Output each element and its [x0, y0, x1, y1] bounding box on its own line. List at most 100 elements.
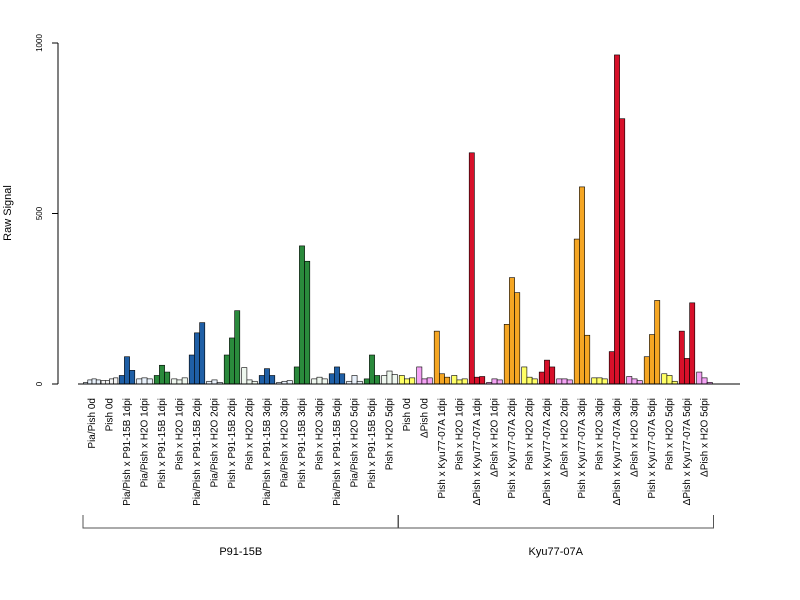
bar: [293, 366, 300, 385]
bar: [188, 354, 195, 385]
bar: [591, 377, 598, 385]
bar: [328, 373, 335, 385]
bar: [153, 375, 160, 385]
x-tick-label: Pish x H2O 5dpi: [385, 398, 396, 470]
bar: [334, 366, 340, 385]
x-tick-label: Pia/Pish 0d: [87, 398, 98, 449]
bar: [269, 375, 276, 385]
bar: [404, 378, 410, 385]
x-tick-label: ΔPish x Kyu77-07A 3dpi: [612, 398, 623, 505]
bar: [474, 376, 480, 385]
bar: [113, 377, 119, 385]
bar: [316, 376, 323, 385]
bar: [636, 380, 643, 385]
bar: [451, 375, 458, 385]
x-tick-label: Pish x P91-15B 2dpi: [227, 398, 238, 489]
bar: [521, 366, 528, 385]
bar: [398, 375, 405, 385]
bar: [619, 118, 626, 385]
bar: [601, 378, 608, 385]
bar: [311, 378, 318, 385]
bar: [596, 377, 603, 385]
bar: [246, 379, 253, 385]
x-tick-label: Pish x Kyu77-07A 1dpi: [437, 398, 448, 499]
bar: [171, 378, 178, 385]
bar: [689, 302, 696, 385]
bar: [421, 378, 428, 385]
bar: [321, 378, 328, 385]
bar: [631, 378, 638, 385]
x-tick-label: Pish x Kyu77-07A 5dpi: [647, 398, 658, 499]
x-tick-label: Pia/Pish x P91-15B 3dpi: [262, 398, 273, 506]
bar: [304, 260, 311, 385]
bar: [258, 375, 265, 385]
x-tick-label: Pish x P91-15B 5dpi: [367, 398, 378, 489]
bar: [374, 375, 381, 385]
bar: [584, 334, 591, 385]
bar: [433, 330, 440, 385]
x-tick-label: Pish x Kyu77-07A 3dpi: [577, 398, 588, 499]
bar: [95, 379, 101, 385]
x-tick-label: ΔPish x Kyu77-07A 5dpi: [682, 398, 693, 505]
bars-layer: [83, 54, 713, 385]
x-tick-label: Pia/Pish x H2O 1dpi: [140, 398, 151, 488]
bar: [526, 376, 533, 385]
bar: [241, 367, 248, 385]
x-tick-label: Pish x H2O 5dpi: [665, 398, 676, 470]
bar: [146, 378, 153, 385]
bar: [544, 359, 550, 385]
x-tick-label: Pish x H2O 3dpi: [315, 398, 326, 470]
bar: [124, 356, 130, 385]
y-tick-label: 1000: [35, 34, 44, 52]
bar: [509, 277, 515, 385]
bar: [164, 371, 171, 385]
bar: [409, 377, 416, 385]
bar: [351, 375, 358, 385]
x-tick-label: Pish 0d: [402, 398, 413, 431]
x-tick-label: ΔPish x H2O 2dpi: [560, 398, 571, 477]
bar: [141, 377, 148, 385]
y-tick-label: 500: [35, 206, 44, 220]
bar: [211, 379, 218, 385]
bar: [426, 377, 433, 385]
bar: [479, 376, 486, 385]
x-tick-labels: Pia/Pish 0d Pish 0d Pia/Pish x P91-15B 1dp…: [87, 398, 711, 506]
bar: [91, 378, 97, 385]
group-brackets: P91-15B Kyu77-07A: [82, 515, 714, 558]
x-tick-label: Pia/Pish x H2O 2dpi: [210, 398, 221, 488]
bar: [649, 334, 655, 385]
x-tick-label: Pish x P91-15B 1dpi: [157, 398, 168, 489]
bar: [416, 366, 423, 385]
bar: [129, 370, 136, 385]
bar: [176, 379, 183, 385]
x-tick-label: Pish x H2O 2dpi: [245, 398, 256, 470]
bar: [339, 373, 346, 385]
group-label: Kyu77-07A: [529, 546, 584, 558]
x-tick-label: Pish x P91-15B 3dpi: [297, 398, 308, 489]
bar: [556, 378, 563, 385]
bar: [391, 374, 398, 385]
bar: [468, 152, 475, 385]
x-tick-label: Pia/Pish x H2O 3dpi: [280, 398, 291, 488]
bar: [100, 380, 106, 385]
bar: [264, 368, 270, 385]
bar: [234, 310, 241, 385]
bar: [579, 186, 585, 385]
group-label: P91-15B: [219, 546, 262, 558]
bar: [444, 376, 451, 385]
bar: [299, 245, 305, 385]
bar: [461, 378, 468, 385]
x-tick-label: ΔPish x H2O 1dpi: [490, 398, 501, 477]
y-axis: 0 500 1000: [35, 34, 59, 386]
x-tick-label: Pish 0d: [105, 398, 116, 431]
bar: [136, 378, 143, 385]
bar: [496, 379, 503, 385]
x-tick-label: Pia/Pish x H2O 5dpi: [350, 398, 361, 488]
bar: [118, 375, 125, 385]
bar: [696, 371, 703, 385]
bar: [573, 238, 580, 385]
group-bracket: [397, 515, 714, 529]
bar: [549, 366, 556, 385]
x-tick-label: Pia/Pish x P91-15B 5dpi: [332, 398, 343, 506]
